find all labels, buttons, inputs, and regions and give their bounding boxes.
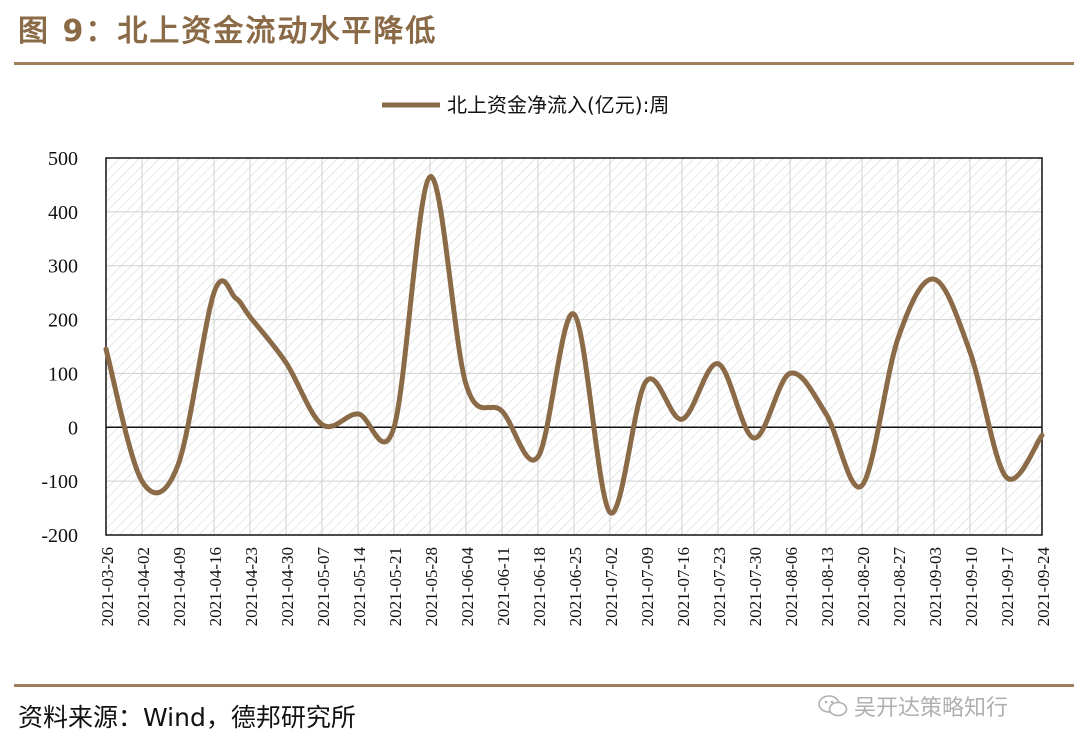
x-tick-label: 2021-04-23 (242, 547, 261, 626)
line-chart: 北上资金净流入(亿元):周 -200 -100 0 100 200 300 400 500 20… (41, 93, 1053, 627)
legend-label: 北上资金净流入(亿元):周 (447, 93, 669, 117)
y-tick-label: 400 (48, 202, 78, 224)
x-tick-label: 2021-07-16 (674, 547, 693, 626)
x-tick-label: 2021-06-11 (494, 547, 513, 626)
y-tick-label: 0 (68, 417, 78, 439)
figure-title: 图 9：北上资金流动水平降低 (18, 14, 438, 49)
x-tick-label: 2021-04-30 (278, 547, 297, 626)
x-tick-label: 2021-04-16 (206, 547, 225, 626)
x-tick-label: 2021-06-18 (530, 547, 549, 626)
watermark-text: 吴开达策略知行 (854, 696, 1009, 721)
y-tick-label: 500 (48, 148, 78, 170)
x-tick-label: 2021-06-04 (458, 547, 477, 627)
x-tick-label: 2021-09-10 (962, 547, 981, 626)
wechat-icon (818, 695, 848, 717)
chart-legend: 北上资金净流入(亿元):周 (382, 93, 669, 117)
x-tick-label: 2021-05-14 (350, 547, 369, 627)
x-tick-label: 2021-07-23 (710, 547, 729, 626)
series-line (103, 174, 1045, 516)
x-tick-label: 2021-07-30 (746, 547, 765, 626)
x-tick-label: 2021-09-03 (926, 547, 945, 626)
y-tick-label: -200 (41, 525, 78, 547)
x-tick-label: 2021-05-28 (422, 547, 441, 626)
x-tick-label: 2021-08-27 (890, 547, 909, 627)
x-tick-label: 2021-06-25 (566, 547, 585, 626)
x-tick-label: 2021-03-26 (98, 547, 117, 626)
x-tick-label: 2021-04-09 (170, 547, 189, 626)
x-tick-label: 2021-05-21 (386, 547, 405, 626)
x-tick-label: 2021-08-20 (854, 547, 873, 626)
x-tick-label: 2021-09-17 (998, 547, 1017, 627)
y-tick-label: -100 (41, 471, 78, 493)
x-tick-label: 2021-08-06 (782, 547, 801, 626)
title-rule (14, 62, 1074, 65)
watermark: 吴开达策略知行 (818, 690, 1008, 722)
x-tick-label: 2021-04-02 (134, 547, 153, 626)
x-tick-label: 2021-08-13 (818, 547, 837, 626)
y-tick-label: 200 (48, 310, 78, 332)
x-tick-label: 2021-07-02 (602, 547, 621, 626)
x-tick-label: 2021-05-07 (314, 547, 333, 627)
plot-frame (105, 157, 1043, 536)
x-tick-label: 2021-07-09 (638, 547, 657, 626)
source-note: 资料来源：Wind，德邦研究所 (18, 703, 356, 732)
footer-rule (14, 684, 1074, 687)
y-tick-label: 300 (48, 256, 78, 278)
y-tick-label: 100 (48, 363, 78, 385)
x-tick-label: 2021-09-24 (1034, 547, 1053, 627)
